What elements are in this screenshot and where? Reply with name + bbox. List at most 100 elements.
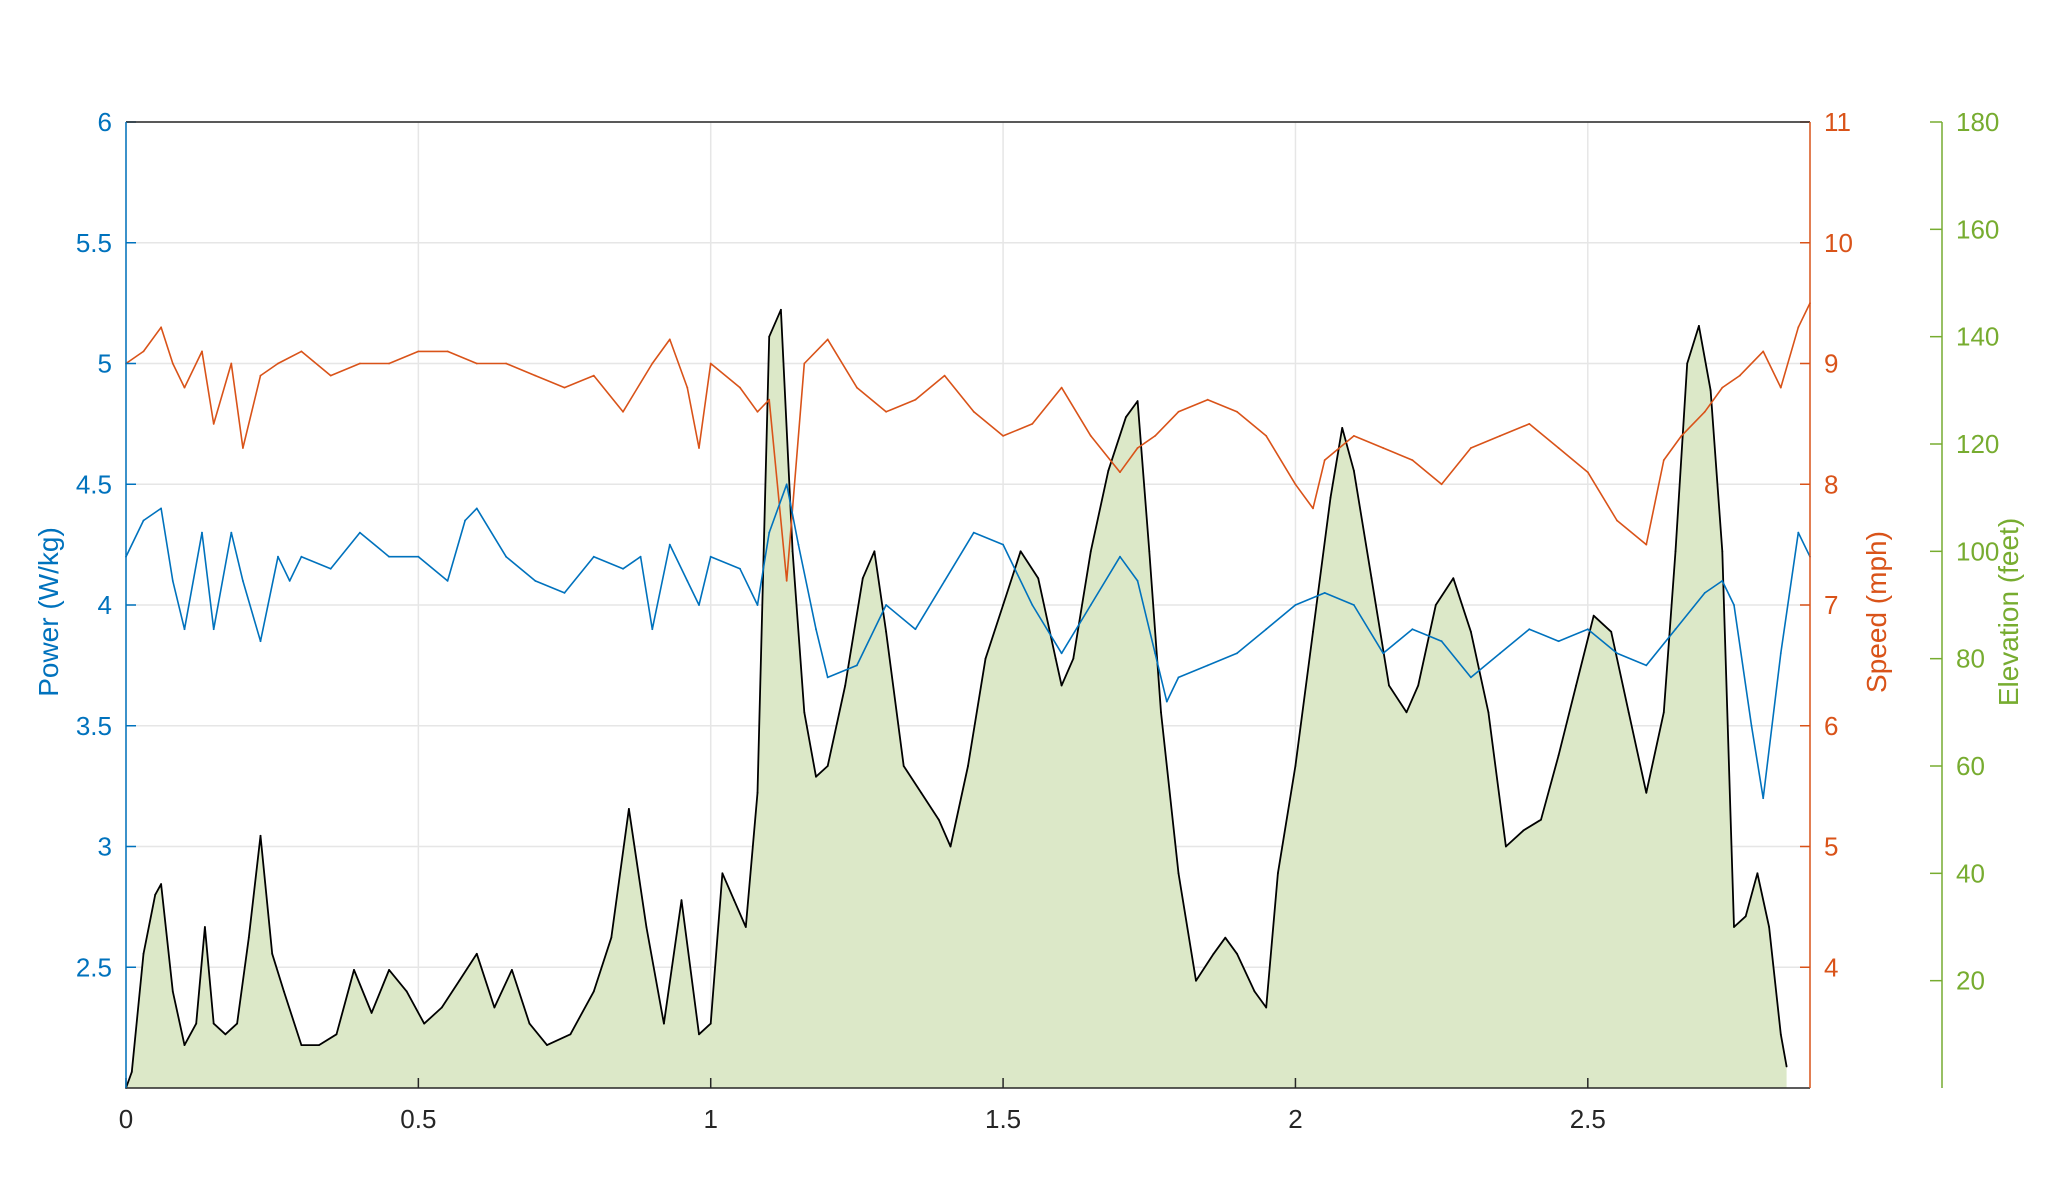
speed-point: [756, 410, 759, 413]
power-tick-label: 5: [98, 349, 112, 379]
elevation-point: [1505, 845, 1507, 848]
speed-point: [563, 386, 566, 389]
elevation-point: [873, 550, 876, 553]
elevation-point: [247, 936, 250, 939]
elevation-tick-label: 20: [1956, 966, 1985, 996]
speed-point: [1470, 447, 1472, 449]
power-point: [768, 531, 771, 534]
speed-point: [1645, 543, 1648, 546]
power-point: [329, 567, 332, 570]
power-point: [1323, 592, 1326, 594]
elevation-tick-label: 40: [1956, 858, 1985, 888]
power-tick-label: 4: [98, 590, 112, 620]
speed-point: [300, 350, 303, 353]
speed-point: [160, 326, 163, 329]
elevation-point: [663, 1022, 665, 1025]
elevation-point: [698, 1033, 700, 1036]
elevation-point: [1370, 577, 1373, 580]
elevation-tick-label: 60: [1956, 751, 1985, 781]
power-axis-label: Power (W/kg): [33, 527, 64, 697]
speed-line: [125, 302, 1811, 582]
power-point: [388, 555, 390, 558]
elevation-point: [204, 926, 206, 928]
elevation-point: [1686, 362, 1689, 365]
elevation-point: [440, 1006, 443, 1009]
speed-point: [1721, 386, 1724, 389]
power-point: [464, 519, 466, 522]
elevation-point: [984, 657, 987, 660]
power-point: [1236, 652, 1238, 655]
speed-point: [1528, 423, 1531, 425]
speed-point: [1206, 398, 1209, 401]
elevation-point: [645, 926, 648, 928]
elevation-point: [902, 765, 905, 767]
elevation-point: [1540, 818, 1542, 821]
speed-point: [768, 398, 771, 401]
speed-point: [1557, 447, 1560, 449]
elevation-point: [1136, 400, 1139, 402]
power-point: [1721, 580, 1724, 582]
power-tick-label: 3: [98, 832, 112, 862]
power-point: [1177, 676, 1180, 679]
speed-point: [1119, 471, 1121, 474]
power-point: [1674, 628, 1677, 631]
elevation-point: [546, 1044, 548, 1046]
power-point: [668, 543, 671, 546]
elevation-point: [628, 808, 630, 810]
speed-point: [1586, 471, 1589, 474]
speed-tick-label: 4: [1824, 952, 1838, 982]
power-point: [1797, 531, 1800, 534]
power-point: [160, 507, 163, 510]
speed-point: [1662, 459, 1665, 461]
elevation-point: [967, 765, 969, 767]
speed-point: [1779, 386, 1782, 389]
speed-point: [1353, 435, 1355, 437]
elevation-point: [130, 1071, 133, 1073]
speed-axis-label: Speed (mph): [1861, 531, 1892, 693]
speed-point: [329, 374, 332, 377]
power-point: [242, 580, 244, 582]
speed-point: [1060, 386, 1063, 389]
power-point: [972, 531, 975, 534]
speed-point: [1294, 483, 1297, 486]
elevation-point: [1721, 550, 1724, 553]
speed-point: [1154, 435, 1156, 437]
elevation-point: [1785, 1065, 1788, 1068]
elevation-point: [1768, 926, 1770, 928]
power-point: [1154, 652, 1156, 655]
elevation-point: [844, 684, 847, 687]
speed-point: [856, 386, 858, 389]
power-point: [1440, 640, 1443, 643]
power-point: [1750, 724, 1753, 727]
speed-tick-label: 7: [1824, 590, 1838, 620]
elevation-point: [1470, 630, 1472, 633]
speed-point: [1136, 447, 1139, 449]
speed-point: [417, 350, 420, 353]
elevation-point: [1627, 711, 1630, 714]
elevation-point: [154, 893, 157, 896]
speed-point: [651, 362, 654, 365]
elevation-point: [1019, 550, 1022, 553]
elevation-point: [335, 1033, 338, 1036]
power-point: [1586, 628, 1589, 631]
elevation-point: [283, 990, 285, 993]
elevation-point: [1160, 711, 1162, 714]
speed-point: [943, 374, 946, 377]
x-tick-label: 0: [119, 1104, 133, 1134]
elevation-point: [1756, 872, 1759, 875]
elevation-point: [1452, 577, 1455, 580]
power-tick-label: 5.5: [76, 228, 112, 258]
power-point: [359, 531, 361, 534]
elevation-line: [125, 308, 1788, 1089]
elevation-point: [1557, 754, 1560, 757]
power-point: [1499, 652, 1501, 655]
power-point: [201, 531, 203, 534]
speed-point: [1089, 435, 1092, 437]
elevation-point: [885, 630, 887, 633]
speed-point: [446, 350, 449, 353]
elevation-point: [1236, 952, 1238, 955]
elevation-point: [1779, 1033, 1782, 1036]
speed-point: [505, 362, 507, 365]
plot-frame: [125, 121, 1943, 1089]
elevation-point: [1265, 1006, 1268, 1009]
